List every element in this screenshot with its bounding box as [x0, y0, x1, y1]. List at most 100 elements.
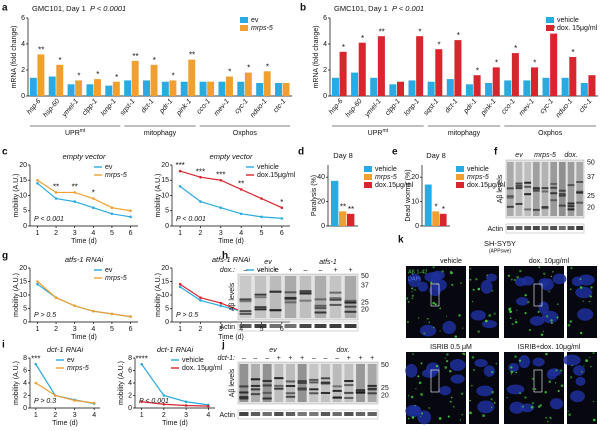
- x-tick-label: 5: [110, 326, 114, 333]
- x-tick-label: 1: [34, 412, 38, 419]
- significance: *: [115, 73, 118, 82]
- significance: *: [476, 66, 479, 75]
- band: [254, 293, 267, 296]
- abeta-dot: [432, 266, 435, 269]
- point: [162, 402, 166, 406]
- blot-ylabel: Aβ levels: [497, 174, 504, 203]
- actin-band: [239, 412, 249, 416]
- x-tick-label: 3: [184, 412, 188, 419]
- nucleus: [546, 369, 557, 380]
- abeta-dot: [524, 294, 527, 297]
- abeta-dot: [531, 377, 534, 380]
- y-tick-label: 20: [411, 174, 419, 181]
- band: [254, 296, 267, 299]
- band: [320, 391, 331, 394]
- band: [309, 381, 319, 384]
- legend-label: vehicle: [257, 164, 279, 171]
- point: [140, 400, 143, 404]
- bar: [188, 59, 196, 96]
- nucleus: [562, 354, 581, 366]
- band: [524, 185, 532, 188]
- significance: **: [72, 183, 78, 192]
- bar: [397, 81, 405, 96]
- band: [254, 308, 267, 311]
- y-axis-label: mobility (A.U.): [13, 361, 20, 405]
- abeta-dot: [463, 353, 466, 356]
- abeta-dot: [544, 391, 547, 394]
- nucleus: [570, 390, 585, 403]
- significance: *: [418, 27, 421, 36]
- abeta-dot: [447, 415, 450, 418]
- band: [309, 378, 319, 381]
- point: [199, 200, 202, 203]
- actin-band: [250, 412, 261, 416]
- band: [262, 384, 272, 387]
- nucleus: [506, 384, 525, 395]
- x-tick-label: 1: [178, 230, 182, 237]
- treatment-label: dox.:: [220, 267, 235, 274]
- y-tick-label: 15: [19, 278, 27, 285]
- bar: [275, 83, 282, 96]
- x-tick-label: hsp-60: [42, 98, 61, 119]
- x-tick-label: pink-1: [479, 98, 497, 118]
- band: [506, 194, 514, 197]
- point: [140, 362, 143, 366]
- lane-label: –: [265, 355, 269, 362]
- x-tick-label: 2: [53, 412, 57, 419]
- band: [299, 299, 312, 302]
- treatment-label: dct-1:: [217, 355, 235, 362]
- significance: *: [172, 72, 175, 81]
- nucleus: [405, 363, 418, 378]
- point: [54, 191, 58, 194]
- abeta-dot: [420, 393, 424, 396]
- x-tick-label: 4: [239, 230, 243, 237]
- bar: [86, 84, 94, 96]
- zoom-box: [533, 369, 543, 393]
- nucleus: [538, 278, 550, 288]
- bar: [523, 80, 531, 96]
- y-tick-label: 2: [23, 392, 27, 399]
- band: [250, 388, 261, 391]
- abeta-dot: [592, 352, 595, 355]
- group-label-text: Oxphos: [538, 130, 563, 137]
- legend-label: ev: [251, 17, 259, 24]
- abeta-dot: [521, 405, 524, 408]
- bar: [263, 71, 271, 96]
- nucleus: [575, 376, 586, 386]
- actin-band: [532, 226, 540, 230]
- point: [178, 282, 182, 286]
- bar: [511, 53, 519, 96]
- abeta-dot: [545, 315, 549, 318]
- y-tick-label: 15: [19, 177, 27, 184]
- abeta-dot: [543, 272, 546, 275]
- abeta-dot: [593, 401, 595, 403]
- significance: **: [53, 183, 59, 192]
- band: [329, 291, 342, 294]
- abeta-dot: [469, 278, 472, 281]
- abeta-dot: [506, 397, 508, 399]
- band: [355, 389, 366, 392]
- zoom-box: [533, 283, 543, 307]
- x-tick-label: cco-1: [500, 98, 516, 116]
- x-axis-label: Time (d): [71, 238, 97, 245]
- x-axis-label: Time (d): [162, 420, 188, 427]
- group-label: Oxphos: [538, 130, 563, 137]
- point: [110, 206, 114, 209]
- actin-band: [309, 412, 319, 416]
- band: [239, 300, 252, 303]
- y-tick-label: 20: [161, 162, 169, 169]
- significance: *: [457, 31, 460, 40]
- band: [314, 298, 327, 301]
- abeta-dot: [509, 317, 512, 320]
- band: [367, 392, 377, 395]
- y-tick-label: 5: [165, 305, 169, 312]
- y-tick-label: 10: [161, 192, 169, 199]
- actin-blot: [505, 223, 585, 234]
- nucleus: [419, 324, 437, 337]
- abeta-dot: [441, 270, 444, 273]
- bar: [339, 211, 347, 226]
- legend-swatch: [240, 17, 248, 23]
- band: [541, 190, 549, 193]
- abeta-dot: [550, 275, 553, 278]
- point: [178, 285, 182, 289]
